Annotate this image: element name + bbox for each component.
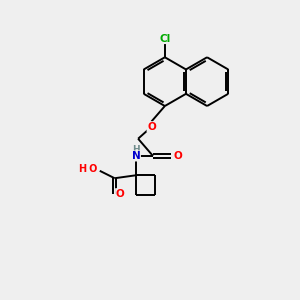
Text: H: H	[132, 145, 140, 154]
Text: N: N	[132, 151, 140, 161]
Text: H O: H O	[79, 164, 98, 174]
Text: Cl: Cl	[159, 34, 170, 44]
Text: O: O	[147, 122, 156, 132]
Text: O: O	[116, 189, 124, 199]
Text: O: O	[174, 151, 182, 161]
